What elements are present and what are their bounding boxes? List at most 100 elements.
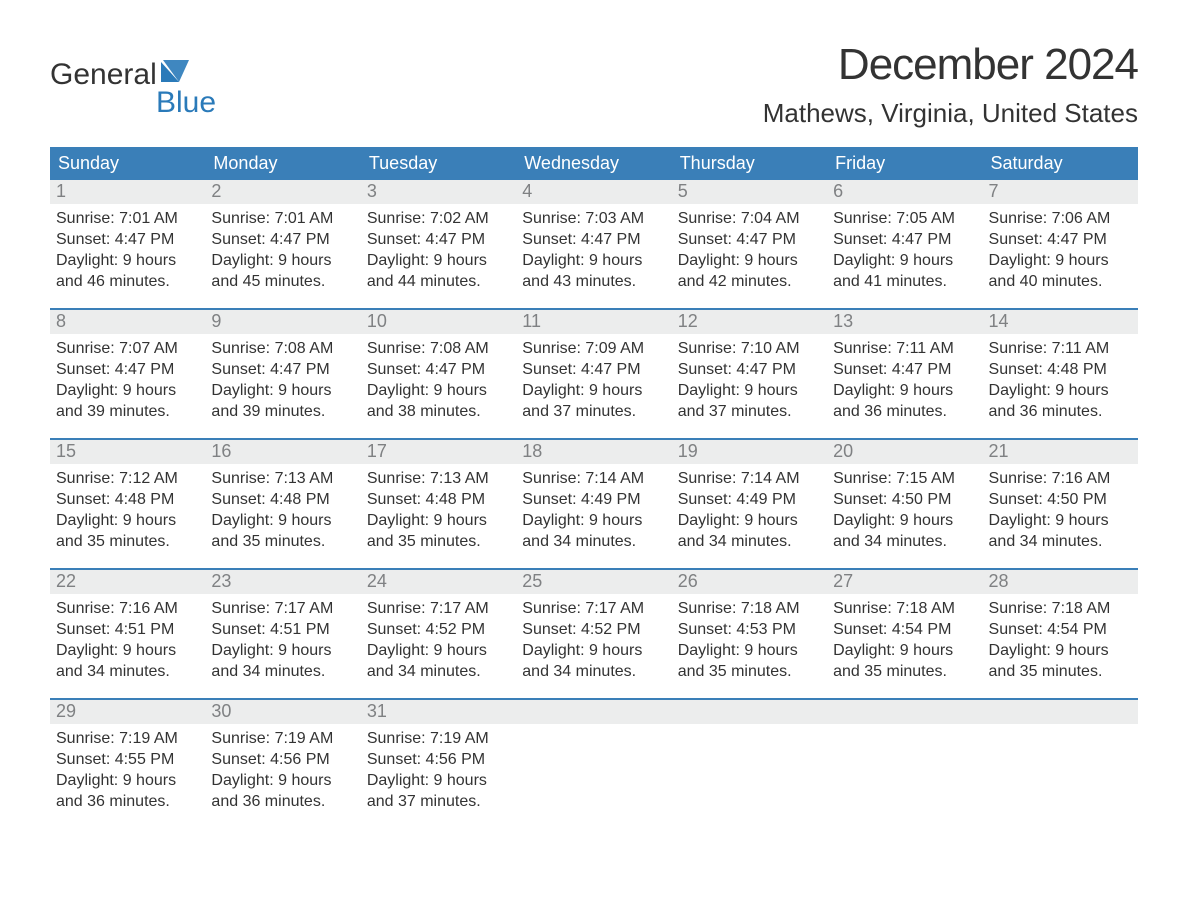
sunrise-text: Sunrise: 7:14 AM <box>678 468 821 489</box>
daylight-text-2: and 39 minutes. <box>211 401 354 422</box>
day-number: 24 <box>361 570 516 594</box>
sunset-text: Sunset: 4:47 PM <box>56 359 199 380</box>
day-number: 15 <box>50 440 205 464</box>
daylight-text-1: Daylight: 9 hours <box>833 510 976 531</box>
daylight-text-2: and 34 minutes. <box>211 661 354 682</box>
daylight-text-2: and 35 minutes. <box>678 661 821 682</box>
sunrise-text: Sunrise: 7:15 AM <box>833 468 976 489</box>
sunset-text: Sunset: 4:51 PM <box>211 619 354 640</box>
sunset-text: Sunset: 4:48 PM <box>989 359 1132 380</box>
daylight-text-1: Daylight: 9 hours <box>56 250 199 271</box>
day-number: 17 <box>361 440 516 464</box>
day-detail: Sunrise: 7:17 AMSunset: 4:52 PMDaylight:… <box>361 598 516 682</box>
day-number: 18 <box>516 440 671 464</box>
daylight-text-2: and 36 minutes. <box>211 791 354 812</box>
daynum-row: 891011121314 <box>50 310 1138 334</box>
daylight-text-1: Daylight: 9 hours <box>678 250 821 271</box>
week-block: 22232425262728 Sunrise: 7:16 AMSunset: 4:… <box>50 568 1138 682</box>
daylight-text-2: and 35 minutes. <box>56 531 199 552</box>
day-detail: Sunrise: 7:15 AMSunset: 4:50 PMDaylight:… <box>827 468 982 552</box>
day-number: 9 <box>205 310 360 334</box>
day-detail: Sunrise: 7:19 AMSunset: 4:55 PMDaylight:… <box>50 728 205 812</box>
sunrise-text: Sunrise: 7:02 AM <box>367 208 510 229</box>
day-number: 11 <box>516 310 671 334</box>
sunrise-text: Sunrise: 7:11 AM <box>833 338 976 359</box>
week-block: 1234567 Sunrise: 7:01 AMSunset: 4:47 PMDa… <box>50 180 1138 292</box>
sunrise-text: Sunrise: 7:18 AM <box>678 598 821 619</box>
day-detail: Sunrise: 7:07 AMSunset: 4:47 PMDaylight:… <box>50 338 205 422</box>
day-detail: Sunrise: 7:12 AMSunset: 4:48 PMDaylight:… <box>50 468 205 552</box>
sunset-text: Sunset: 4:54 PM <box>833 619 976 640</box>
weekday-header-cell: Sunday <box>50 147 205 180</box>
day-detail: Sunrise: 7:01 AMSunset: 4:47 PMDaylight:… <box>205 208 360 292</box>
sunset-text: Sunset: 4:50 PM <box>833 489 976 510</box>
daynum-row: 1234567 <box>50 180 1138 204</box>
daynum-row: 22232425262728 <box>50 570 1138 594</box>
day-detail: Sunrise: 7:04 AMSunset: 4:47 PMDaylight:… <box>672 208 827 292</box>
detail-row: Sunrise: 7:19 AMSunset: 4:55 PMDaylight:… <box>50 724 1138 812</box>
day-number <box>516 700 671 724</box>
weekday-header-cell: Monday <box>205 147 360 180</box>
day-number: 3 <box>361 180 516 204</box>
sunrise-text: Sunrise: 7:05 AM <box>833 208 976 229</box>
sunrise-text: Sunrise: 7:08 AM <box>211 338 354 359</box>
day-detail: Sunrise: 7:18 AMSunset: 4:54 PMDaylight:… <box>827 598 982 682</box>
day-number: 14 <box>983 310 1138 334</box>
sunrise-text: Sunrise: 7:13 AM <box>367 468 510 489</box>
sunset-text: Sunset: 4:53 PM <box>678 619 821 640</box>
day-detail: Sunrise: 7:16 AMSunset: 4:51 PMDaylight:… <box>50 598 205 682</box>
sunset-text: Sunset: 4:47 PM <box>833 359 976 380</box>
sunrise-text: Sunrise: 7:09 AM <box>522 338 665 359</box>
week-block: 891011121314 Sunrise: 7:07 AMSunset: 4:47… <box>50 308 1138 422</box>
day-number: 29 <box>50 700 205 724</box>
day-detail: Sunrise: 7:10 AMSunset: 4:47 PMDaylight:… <box>672 338 827 422</box>
sunset-text: Sunset: 4:48 PM <box>211 489 354 510</box>
calendar-grid: SundayMondayTuesdayWednesdayThursdayFrid… <box>50 147 1138 812</box>
daynum-row: 15161718192021 <box>50 440 1138 464</box>
day-number: 27 <box>827 570 982 594</box>
daylight-text-2: and 35 minutes. <box>833 661 976 682</box>
daylight-text-1: Daylight: 9 hours <box>211 640 354 661</box>
sunset-text: Sunset: 4:47 PM <box>833 229 976 250</box>
detail-row: Sunrise: 7:16 AMSunset: 4:51 PMDaylight:… <box>50 594 1138 682</box>
weekday-header-cell: Tuesday <box>361 147 516 180</box>
sunset-text: Sunset: 4:54 PM <box>989 619 1132 640</box>
sunset-text: Sunset: 4:47 PM <box>678 359 821 380</box>
daylight-text-2: and 36 minutes. <box>989 401 1132 422</box>
day-detail: Sunrise: 7:18 AMSunset: 4:53 PMDaylight:… <box>672 598 827 682</box>
sunset-text: Sunset: 4:47 PM <box>211 229 354 250</box>
day-detail: Sunrise: 7:08 AMSunset: 4:47 PMDaylight:… <box>361 338 516 422</box>
day-detail: Sunrise: 7:09 AMSunset: 4:47 PMDaylight:… <box>516 338 671 422</box>
sunrise-text: Sunrise: 7:19 AM <box>211 728 354 749</box>
sunrise-text: Sunrise: 7:11 AM <box>989 338 1132 359</box>
daylight-text-1: Daylight: 9 hours <box>367 640 510 661</box>
daylight-text-2: and 42 minutes. <box>678 271 821 292</box>
day-number: 8 <box>50 310 205 334</box>
sunset-text: Sunset: 4:47 PM <box>678 229 821 250</box>
weekday-header-cell: Wednesday <box>516 147 671 180</box>
sunset-text: Sunset: 4:49 PM <box>678 489 821 510</box>
day-number: 1 <box>50 180 205 204</box>
daylight-text-1: Daylight: 9 hours <box>678 640 821 661</box>
daylight-text-1: Daylight: 9 hours <box>56 380 199 401</box>
daylight-text-1: Daylight: 9 hours <box>56 640 199 661</box>
day-number <box>672 700 827 724</box>
daylight-text-2: and 35 minutes. <box>211 531 354 552</box>
day-detail: Sunrise: 7:03 AMSunset: 4:47 PMDaylight:… <box>516 208 671 292</box>
daylight-text-2: and 44 minutes. <box>367 271 510 292</box>
daylight-text-1: Daylight: 9 hours <box>522 380 665 401</box>
daylight-text-2: and 45 minutes. <box>211 271 354 292</box>
day-number: 22 <box>50 570 205 594</box>
sunrise-text: Sunrise: 7:03 AM <box>522 208 665 229</box>
daylight-text-2: and 46 minutes. <box>56 271 199 292</box>
sunrise-text: Sunrise: 7:17 AM <box>367 598 510 619</box>
sunset-text: Sunset: 4:47 PM <box>367 229 510 250</box>
week-block: 15161718192021 Sunrise: 7:12 AMSunset: 4:… <box>50 438 1138 552</box>
day-detail: Sunrise: 7:17 AMSunset: 4:51 PMDaylight:… <box>205 598 360 682</box>
day-number: 12 <box>672 310 827 334</box>
day-number: 7 <box>983 180 1138 204</box>
daylight-text-1: Daylight: 9 hours <box>522 510 665 531</box>
weekday-header-row: SundayMondayTuesdayWednesdayThursdayFrid… <box>50 147 1138 180</box>
day-number: 16 <box>205 440 360 464</box>
daylight-text-2: and 40 minutes. <box>989 271 1132 292</box>
